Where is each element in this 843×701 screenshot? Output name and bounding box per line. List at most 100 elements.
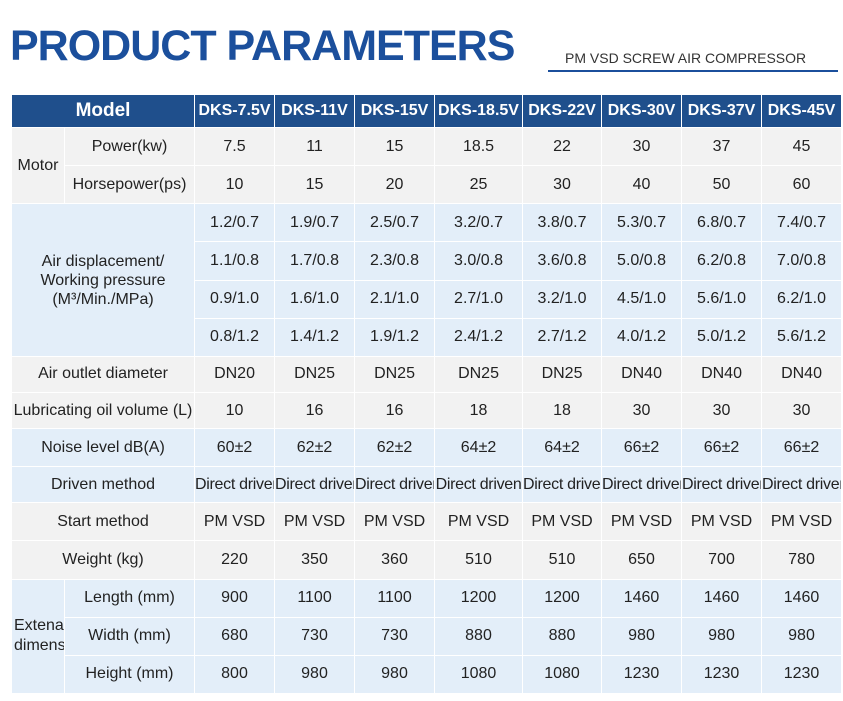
horsepower-value: 25 [434,165,524,205]
length-value: 1460 [761,578,843,618]
noise-level-value: 66±2 [681,428,763,468]
air-outlet-value: DN40 [601,355,683,393]
air-displacement-value: 2.1/1.0 [354,279,436,319]
air-displacement-value: 3.6/0.8 [522,241,603,281]
air-displacement-label-line: Working pressure [40,271,166,289]
noise-level-value: 62±2 [274,428,356,468]
lubricating-oil-row: Lubricating oil volume (L) 10 16 16 18 1… [10,391,843,430]
width-label: Width (mm) [63,616,196,656]
air-outlet-value: DN40 [761,355,843,393]
width-value: 980 [761,616,843,656]
driven-method-value: Direct driven [434,466,524,504]
noise-level-label: Noise level dB(A) [10,428,196,468]
start-method-value: PM VSD [761,502,843,542]
horsepower-value: 15 [274,165,356,205]
air-displacement-value: 2.7/1.0 [434,279,524,319]
start-method-value: PM VSD [681,502,763,542]
height-value: 1080 [434,654,524,695]
model-name: DKS-22V [522,93,603,129]
air-outlet-value: DN20 [194,355,276,393]
weight-value: 510 [522,540,603,580]
model-name: DKS-15V [354,93,436,129]
air-displacement-label-line: Air displacement/ [41,252,165,270]
driven-method-value: Direct driven [761,466,843,504]
page-subtitle: PM VSD SCREW AIR COMPRESSOR [565,50,807,66]
weight-value: 780 [761,540,843,580]
weight-value: 360 [354,540,436,580]
air-displacement-value: 2.4/1.2 [434,317,524,357]
noise-level-value: 60±2 [194,428,276,468]
length-value: 1460 [601,578,683,618]
air-displacement-value: 6.2/0.8 [681,241,763,281]
start-method-value: PM VSD [354,502,436,542]
lubricating-oil-value: 30 [761,391,843,430]
air-displacement-value: 1.4/1.2 [274,317,356,357]
driven-method-row: Driven method Direct driven Direct drive… [10,466,843,504]
air-outlet-value: DN25 [434,355,524,393]
air-displacement-row: 0.9/1.0 1.6/1.0 2.1/1.0 2.7/1.0 3.2/1.0 … [12,279,843,319]
weight-value: 650 [601,540,683,580]
start-method-label: Start method [10,502,196,542]
horsepower-value: 20 [354,165,436,205]
driven-method-value: Direct driven [354,466,436,504]
dimensions-label-line: Extenal [14,617,65,635]
air-displacement-value: 1.1/0.8 [194,241,276,281]
horsepower-value: 60 [761,165,843,205]
length-value: 1200 [522,578,603,618]
air-displacement-value: 6.2/1.0 [761,279,843,319]
air-displacement-value: 3.2/1.0 [522,279,603,319]
lubricating-oil-value: 16 [274,391,356,430]
air-outlet-row: Air outlet diameter DN20 DN25 DN25 DN25 … [10,355,843,393]
air-displacement-value: 1.9/1.2 [354,317,436,357]
noise-level-row: Noise level dB(A) 60±2 62±2 62±2 64±2 64… [10,428,843,468]
air-displacement-value: 5.6/1.0 [681,279,763,319]
model-name: DKS-30V [601,93,683,129]
power-value: 11 [274,127,356,167]
driven-method-label: Driven method [10,466,196,504]
noise-level-value: 66±2 [601,428,683,468]
driven-method-value: Direct driven [601,466,683,504]
length-label: Length (mm) [63,578,196,618]
weight-label: Weight (kg) [10,540,196,580]
model-name: DKS-11V [274,93,356,129]
dimensions-label-line: dimensions [14,637,64,655]
horsepower-value: 50 [681,165,763,205]
noise-level-value: 66±2 [761,428,843,468]
air-displacement-value: 3.8/0.7 [522,203,603,243]
lubricating-oil-label: Lubricating oil volume (L) [10,391,196,430]
height-value: 1230 [601,654,683,695]
air-displacement-value: 2.3/0.8 [354,241,436,281]
height-value: 800 [194,654,276,695]
start-method-value: PM VSD [434,502,524,542]
height-label: Height (mm) [63,654,196,695]
start-method-value: PM VSD [601,502,683,542]
weight-value: 700 [681,540,763,580]
height-value: 1230 [761,654,843,695]
air-displacement-value: 7.0/0.8 [761,241,843,281]
driven-method-value: Direct driven [194,466,276,504]
width-value: 880 [434,616,524,656]
motor-power-row: Motor Power(kw) 7.5 11 15 18.5 22 30 37 … [11,127,843,205]
width-value: 730 [274,616,356,656]
noise-level-value: 62±2 [354,428,436,468]
width-row: Width (mm) 680 730 730 880 880 980 980 9… [12,616,843,656]
lubricating-oil-value: 30 [601,391,683,430]
width-value: 980 [601,616,683,656]
air-displacement-value: 0.9/1.0 [194,279,276,319]
weight-row: Weight (kg) 220 350 360 510 510 650 700 … [10,540,843,580]
noise-level-value: 64±2 [522,428,603,468]
air-displacement-value: 7.4/0.7 [761,203,843,243]
width-value: 880 [522,616,603,656]
model-name: DKS-37V [681,93,763,129]
parameters-table: Model DKS-7.5V DKS-11V DKS-15V DKS-18.5V… [10,93,843,695]
lubricating-oil-value: 18 [434,391,524,430]
air-displacement-value: 4.0/1.2 [601,317,683,357]
air-displacement-row: 0.8/1.2 1.4/1.2 1.9/1.2 2.4/1.2 2.7/1.2 … [12,317,843,357]
model-header-row: Model DKS-7.5V DKS-11V DKS-15V DKS-18.5V… [10,93,843,129]
page-title: PRODUCT PARAMETERS [10,22,515,70]
power-value: 7.5 [194,127,276,167]
air-displacement-label-line: (M³/Min./MPa) [52,290,154,308]
horsepower-value: 30 [522,165,603,205]
length-value: 1100 [274,578,356,618]
page-header: PRODUCT PARAMETERS PM VSD SCREW AIR COMP… [0,0,843,90]
